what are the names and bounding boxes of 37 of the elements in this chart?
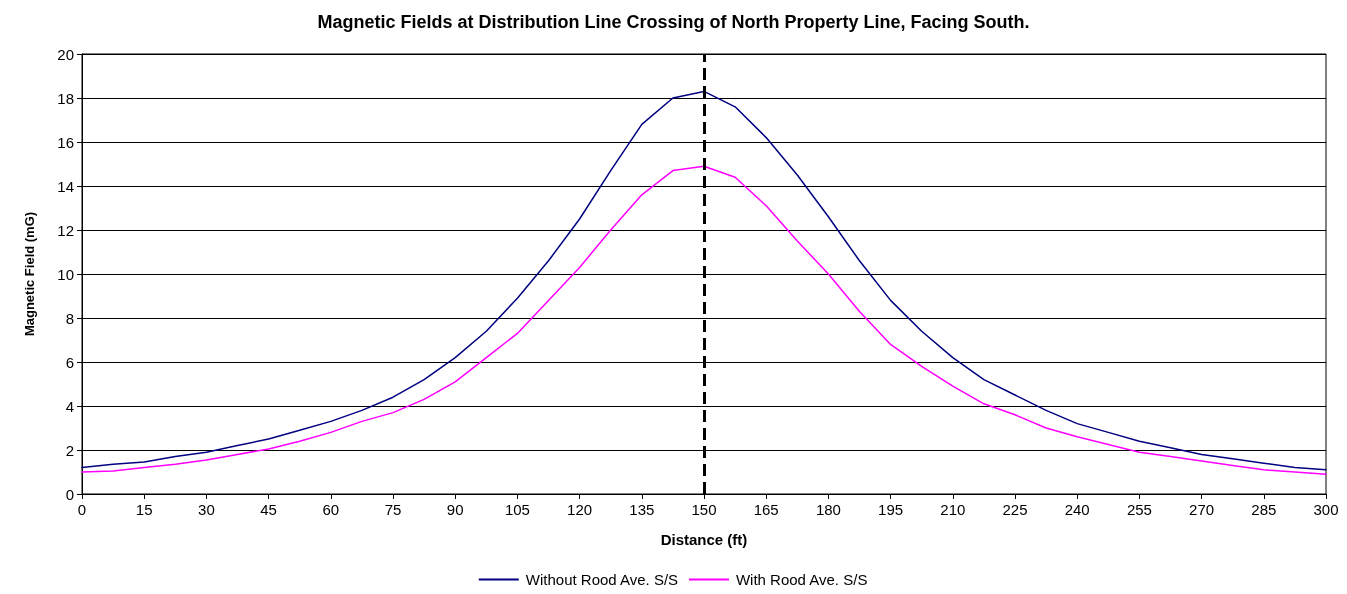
x-tick-label: 75 bbox=[384, 501, 402, 518]
x-tick-label: 45 bbox=[260, 501, 277, 518]
y-tick-label: 4 bbox=[65, 397, 74, 415]
y-tick-label: 2 bbox=[65, 441, 74, 459]
x-tick-label: 15 bbox=[135, 501, 153, 518]
x-tick-label: 180 bbox=[815, 501, 841, 518]
y-tick-label: 14 bbox=[57, 177, 74, 195]
x-tick-label: 300 bbox=[1313, 501, 1339, 518]
x-tick-label: 60 bbox=[322, 501, 340, 518]
x-tick-label: 285 bbox=[1251, 501, 1277, 518]
y-tick-label: 6 bbox=[65, 353, 74, 371]
x-tick-label: 105 bbox=[504, 501, 530, 518]
x-tick-label: 150 bbox=[691, 501, 717, 518]
x-tick-label: 0 bbox=[77, 501, 87, 518]
y-tick-label: 16 bbox=[57, 133, 74, 151]
y-tick-label: 18 bbox=[57, 89, 74, 107]
x-tick-label: 120 bbox=[567, 501, 593, 518]
x-tick-label: 30 bbox=[198, 501, 215, 518]
x-tick-label: 225 bbox=[1002, 501, 1028, 518]
legend-label: With Rood Ave. S/S bbox=[735, 571, 868, 588]
y-axis-title: Magnetic Field (mG) bbox=[22, 211, 37, 337]
x-tick-label: 165 bbox=[753, 501, 779, 518]
y-tick-label: 12 bbox=[57, 221, 74, 239]
x-tick-label: 90 bbox=[446, 501, 464, 518]
chart-title: Magnetic Fields at Distribution Line Crossing of North Property Line, Facing South. bbox=[317, 12, 1030, 32]
x-tick-label: 255 bbox=[1126, 501, 1152, 518]
legend-label: Without Rood Ave. S/S bbox=[525, 571, 679, 588]
x-tick-label: 195 bbox=[878, 501, 904, 518]
y-tick-label: 10 bbox=[57, 265, 74, 283]
x-tick-label: 240 bbox=[1064, 501, 1090, 518]
x-tick-label: 210 bbox=[940, 501, 966, 518]
x-tick-label: 270 bbox=[1189, 501, 1215, 518]
x-tick-label: 135 bbox=[629, 501, 655, 518]
x-axis-title: Distance (ft) bbox=[660, 531, 748, 548]
y-tick-label: 8 bbox=[65, 309, 74, 327]
y-tick-label: 20 bbox=[57, 45, 74, 63]
y-tick-label: 0 bbox=[65, 485, 74, 503]
